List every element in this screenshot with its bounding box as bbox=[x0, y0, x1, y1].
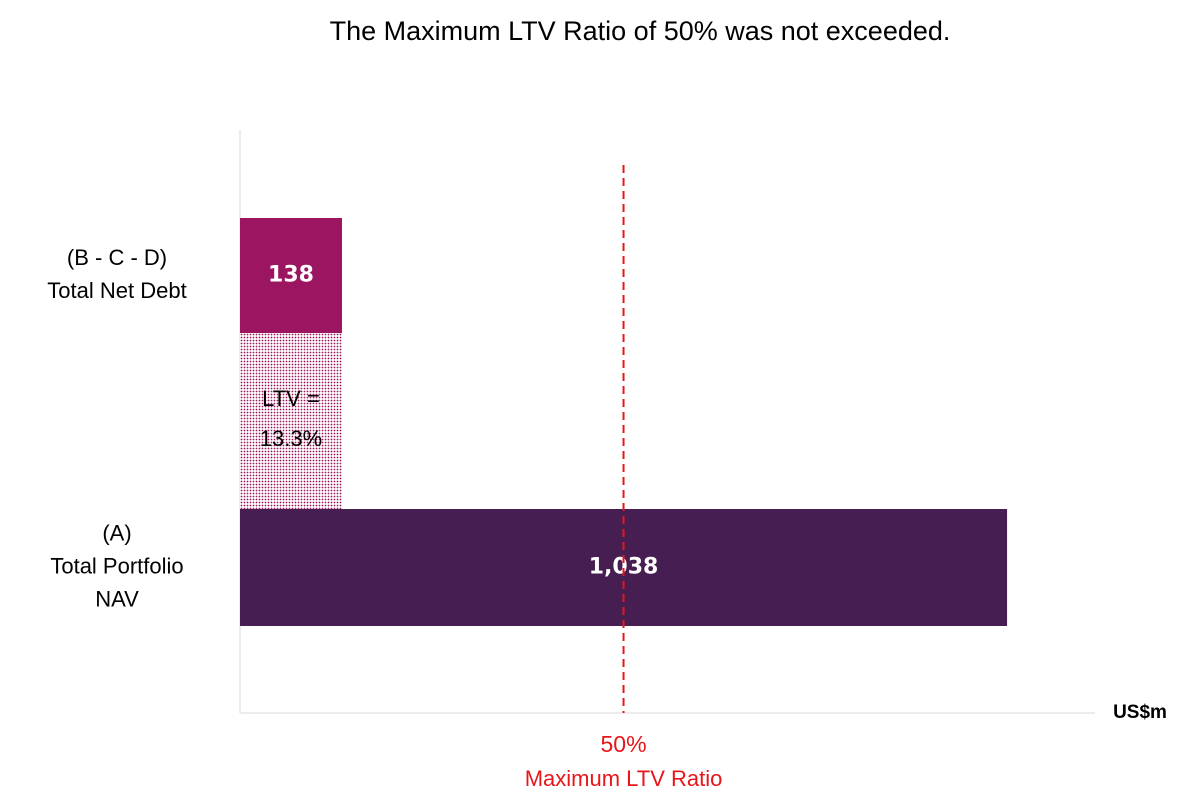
y-tick-label: (A) bbox=[102, 520, 131, 545]
y-tick-label: Total Net Debt bbox=[47, 278, 186, 303]
reference-text: Maximum LTV Ratio bbox=[525, 766, 723, 791]
y-tick-label: Total Portfolio bbox=[50, 553, 183, 578]
reference-label: 50% bbox=[601, 731, 647, 757]
y-tick-label: (B - C - D) bbox=[67, 245, 167, 270]
value-label: 138 bbox=[268, 263, 314, 288]
ltv-annotation: LTV = bbox=[262, 386, 320, 411]
y-tick-label: NAV bbox=[95, 586, 139, 611]
chart-title: The Maximum LTV Ratio of 50% was not exc… bbox=[330, 16, 951, 46]
bar bbox=[240, 218, 342, 333]
ltv-annotation: 13.3% bbox=[260, 426, 322, 451]
bar bbox=[240, 509, 1008, 626]
ltv-region bbox=[240, 333, 342, 509]
x-axis-label: US$m bbox=[1113, 702, 1167, 723]
